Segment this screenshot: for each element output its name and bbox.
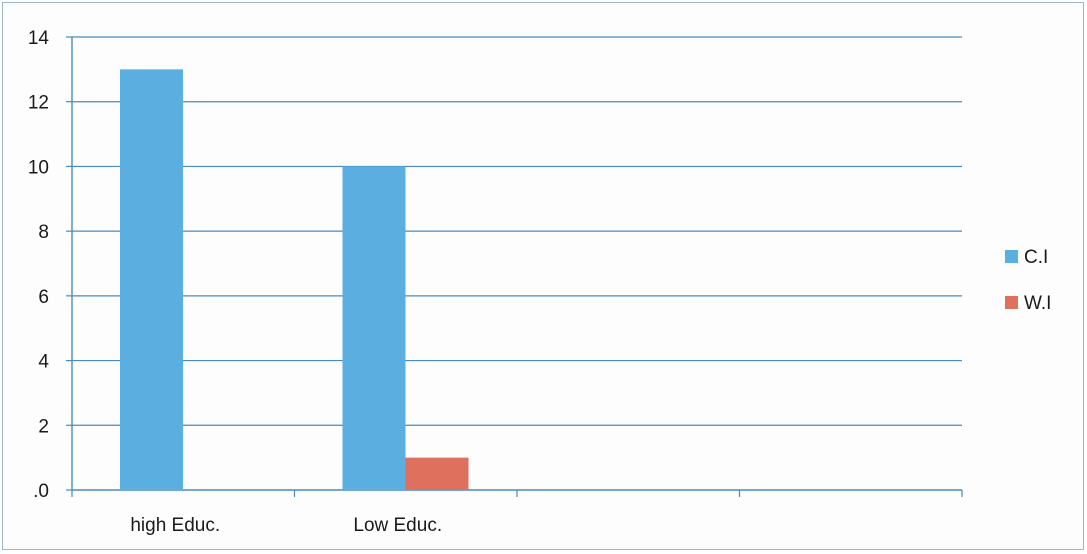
legend-label: W.I [1024, 293, 1051, 314]
y-tick-label: 2 [38, 416, 49, 437]
gridlines [72, 36, 962, 426]
legend-swatch [1005, 250, 1018, 263]
y-tick-label: 12 [28, 93, 49, 114]
bar-c-i [342, 166, 406, 490]
x-tick-labels: high Educ. Low Educ. [130, 515, 442, 536]
y-tick-label: 6 [38, 287, 49, 308]
y-tick-label: 8 [38, 222, 49, 243]
y-tick-label: .0 [33, 481, 49, 502]
y-tick-labels: .0 2 4 6 8 10 12 14 [28, 28, 50, 502]
legend-label: C.I [1024, 247, 1048, 268]
y-tick-label: 14 [28, 28, 50, 49]
legend: C.I W.I [1005, 247, 1051, 314]
x-category-label: high Educ. [130, 515, 220, 536]
y-tick-label: 10 [28, 157, 49, 178]
legend-swatch [1005, 296, 1018, 309]
bar-c-i [120, 69, 183, 490]
axes [66, 36, 963, 497]
y-tick-label: 4 [38, 352, 49, 373]
bars [120, 69, 469, 490]
bar-w-i [405, 457, 469, 490]
x-category-label: Low Educ. [353, 515, 442, 536]
